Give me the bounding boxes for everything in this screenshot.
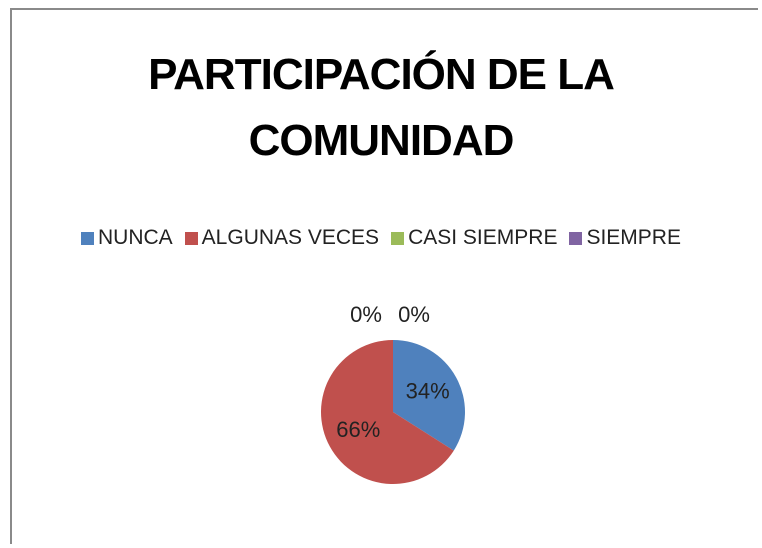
legend: NUNCA ALGUNAS VECES CASI SIEMPRE SIEMPRE bbox=[0, 226, 762, 250]
legend-swatch bbox=[81, 231, 94, 245]
legend-swatch bbox=[184, 231, 198, 245]
data-label: 66% bbox=[336, 417, 380, 442]
legend-item: SIEMPRE bbox=[569, 226, 681, 250]
pie-slice bbox=[393, 340, 465, 451]
legend-swatch bbox=[569, 231, 583, 245]
legend-item: ALGUNAS VECES bbox=[184, 226, 380, 250]
data-label: 0% bbox=[398, 302, 430, 327]
legend-label: CASI SIEMPRE bbox=[408, 226, 558, 249]
data-label: 0% bbox=[350, 302, 382, 327]
title-wrap: PARTICIPACIÓN DE LA COMUNIDAD bbox=[0, 42, 762, 174]
chart-title: PARTICIPACIÓN DE LA COMUNIDAD bbox=[148, 50, 615, 165]
legend-label: ALGUNAS VECES bbox=[201, 226, 380, 249]
data-label: 34% bbox=[406, 379, 450, 404]
legend-item: CASI SIEMPRE bbox=[391, 226, 557, 250]
chart-frame bbox=[10, 8, 758, 544]
legend-swatch bbox=[391, 231, 405, 245]
legend-item: NUNCA bbox=[81, 226, 173, 250]
legend-label: NUNCA bbox=[98, 226, 173, 249]
legend-label: SIEMPRE bbox=[586, 226, 681, 249]
pie-slice bbox=[320, 340, 454, 485]
